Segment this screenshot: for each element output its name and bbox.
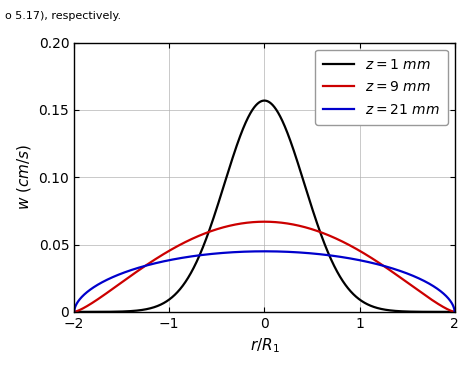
Y-axis label: $w~(cm/s)$: $w~(cm/s)$ [15, 144, 33, 211]
X-axis label: $r/R_1$: $r/R_1$ [249, 336, 279, 355]
Legend: $z = 1~mm$, $z = 9~mm$, $z = 21~mm$: $z = 1~mm$, $z = 9~mm$, $z = 21~mm$ [315, 50, 447, 125]
Text: o 5.17), respectively.: o 5.17), respectively. [5, 11, 121, 21]
